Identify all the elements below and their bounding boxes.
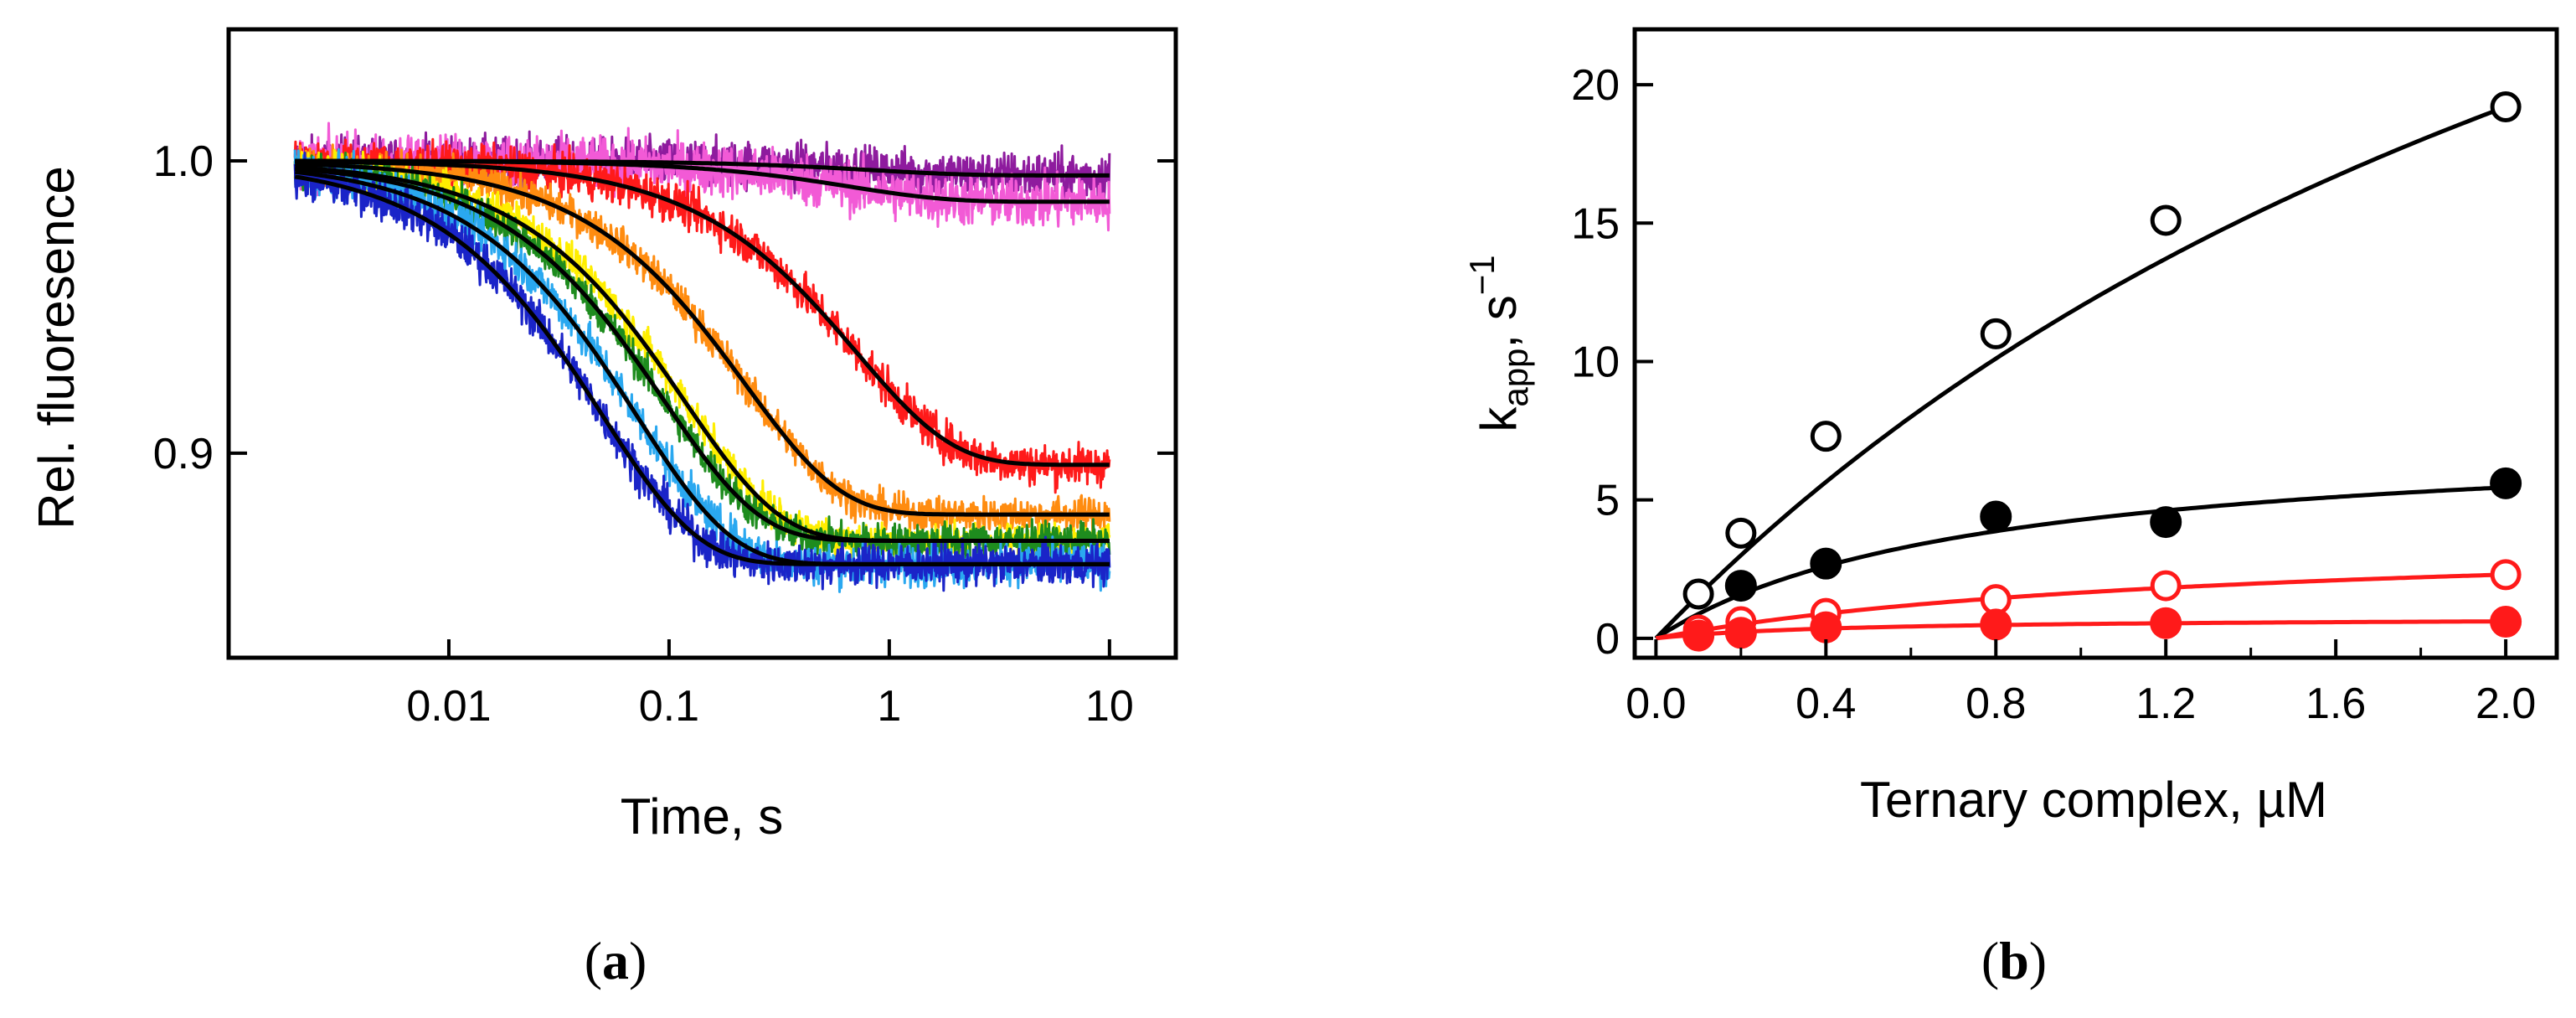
- panel-a-y-tick-label: 1.0: [153, 137, 214, 186]
- fit-filled-red-circles: [1656, 619, 2506, 641]
- panel-b-y-tick-label: 0: [1595, 615, 1620, 664]
- point-filled-black-circles: [1980, 500, 2012, 533]
- panel-b-x-tick-label: 0.0: [1625, 680, 1686, 728]
- panel-b-y-ticks: 0 5 10 15 20: [1571, 61, 1653, 664]
- panel-b-letter: b: [1999, 931, 2029, 990]
- panel-a-x-tick-label: 1: [877, 682, 901, 731]
- point-open-black-circles: [2150, 204, 2182, 236]
- panel-a-fit-curves: [294, 158, 1110, 566]
- panel-a-label: (a): [585, 931, 647, 990]
- panel-b-y-tick-label: 10: [1571, 338, 1620, 386]
- y-title-superscript: −1: [1462, 255, 1502, 295]
- fit-curve-red-trace: [295, 159, 1110, 468]
- panel-a-x-tick-label: 10: [1085, 682, 1134, 731]
- point-filled-black-circles: [2490, 467, 2522, 499]
- point-filled-red-circles: [1724, 617, 1757, 649]
- panel-b-x-tick-label: 1.2: [2136, 680, 2196, 728]
- panel-a-letter: a: [602, 931, 629, 990]
- point-open-black-circles: [1682, 578, 1714, 610]
- point-filled-black-circles: [1724, 570, 1757, 602]
- point-open-red-circles: [2150, 570, 2182, 602]
- fit-filled-black-circles: [1655, 485, 2506, 640]
- fit-open-red-circles: [1655, 572, 2506, 641]
- fit-curve-pink-trace: [295, 158, 1110, 204]
- fit-curve-green-trace: [294, 166, 1110, 543]
- y-title-rest: , s: [1471, 295, 1527, 348]
- panel-b-x-axis-title: Ternary complex, µM: [1860, 772, 2327, 828]
- point-filled-red-circles: [2150, 607, 2182, 639]
- panel-b-y-axis-title: kapp, s−1: [1462, 255, 1535, 431]
- panel-a-x-axis-title: Time, s: [621, 788, 783, 845]
- point-filled-black-circles: [1810, 547, 1842, 580]
- panel-b-x-tick-label: 2.0: [2476, 680, 2536, 728]
- y-title-base: k: [1471, 406, 1527, 432]
- point-filled-red-circles: [1980, 608, 2012, 641]
- panel-b-x-ticks: 0.0 0.4 0.8 1.2 1.6 2.0: [1625, 639, 2536, 728]
- point-filled-black-circles: [2150, 506, 2182, 539]
- panel-b-chart: 0.0 0.4 0.8 1.2 1.6 2.0 0 5 10 15 20 Ternary comp…: [1462, 27, 2559, 990]
- fit-curve-orange-trace: [295, 162, 1110, 517]
- panel-b-plot-frame: [1632, 27, 2559, 660]
- trace-dark-blue-trace: [293, 152, 1111, 592]
- fit-curve-dark-blue-trace: [294, 174, 1110, 566]
- point-filled-red-circles: [2490, 606, 2522, 638]
- panel-a-x-ticks: 0.01 0.1 1 10: [406, 639, 1134, 731]
- point-open-black-circles: [1980, 318, 2012, 349]
- panel-a-x-tick-label: 0.1: [639, 682, 699, 731]
- fit-open-black-circles: [1654, 105, 2506, 640]
- point-filled-red-circles: [1810, 611, 1842, 643]
- panel-b-label: (b): [1981, 931, 2047, 990]
- panel-b-x-tick-label: 1.6: [2306, 680, 2366, 728]
- panel-a-y-axis-title: Rel. fluoresence: [28, 166, 85, 530]
- panel-b-x-tick-label: 0.4: [1795, 680, 1856, 728]
- panel-a-y-ticks: 0.9 1.0: [153, 137, 1176, 478]
- point-filled-red-circles: [1682, 619, 1715, 652]
- panel-b-fit-curves: [1654, 105, 2506, 641]
- panel-b-points: [1682, 91, 2522, 652]
- panel-b-y-tick-label: 20: [1571, 61, 1620, 110]
- point-open-black-circles: [1810, 421, 1842, 452]
- panel-b-x-tick-label: 0.8: [1965, 680, 2026, 728]
- y-title-subscript: app: [1496, 349, 1535, 407]
- point-open-red-circles: [2490, 559, 2522, 591]
- panel-b-y-tick-label: 15: [1571, 199, 1620, 248]
- panel-a-traces: [293, 121, 1111, 593]
- panel-a-x-tick-label: 0.01: [406, 682, 491, 731]
- panel-a-plot-frame: [226, 27, 1178, 660]
- panel-b-y-tick-label: 5: [1595, 477, 1620, 525]
- panel-a-y-tick-label: 0.9: [153, 430, 214, 478]
- point-open-black-circles: [2490, 91, 2522, 123]
- panel-a-chart: 0.01 0.1 1 10 0.9 1.0 Time, s Rel. fluoresen…: [28, 27, 1178, 990]
- point-open-black-circles: [1725, 517, 1757, 549]
